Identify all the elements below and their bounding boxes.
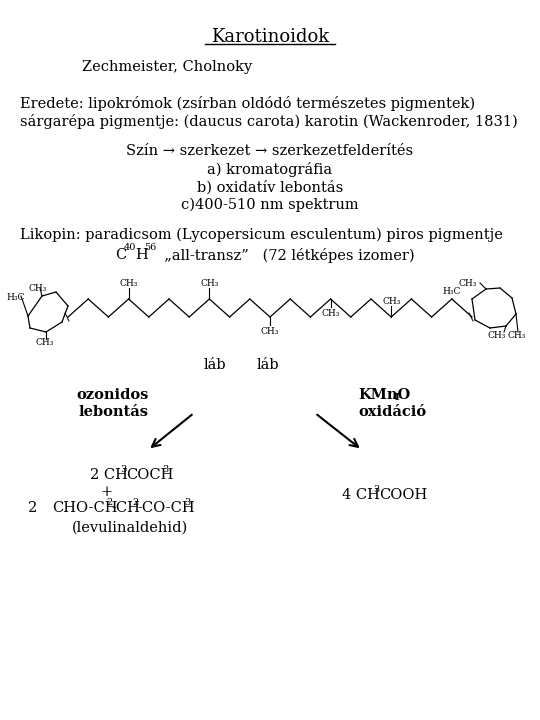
Text: CH₃: CH₃ <box>36 338 54 347</box>
Text: 3: 3 <box>373 485 379 494</box>
Text: ozonidos: ozonidos <box>77 388 149 402</box>
Text: Eredete: lipokrómok (zsírban oldódó természetes pigmentek): Eredete: lipokrómok (zsírban oldódó term… <box>20 96 475 111</box>
Text: CH₃: CH₃ <box>261 327 279 336</box>
Text: 4 CH: 4 CH <box>342 488 380 502</box>
Text: 40: 40 <box>124 243 137 252</box>
Text: CHO-CH: CHO-CH <box>52 501 118 515</box>
Text: H₃C: H₃C <box>7 293 25 302</box>
Text: Karotinoidok: Karotinoidok <box>211 28 329 46</box>
Text: 2: 2 <box>106 498 112 507</box>
Text: láb: láb <box>204 358 226 372</box>
Text: Likopin: paradicsom (Lycopersicum esculentum) piros pigmentje: Likopin: paradicsom (Lycopersicum escule… <box>20 228 503 243</box>
Text: lebontás: lebontás <box>78 405 148 419</box>
Text: -CH: -CH <box>111 501 140 515</box>
Text: (levulinaldehid): (levulinaldehid) <box>72 521 188 535</box>
Text: b) oxidatív lebontás: b) oxidatív lebontás <box>197 180 343 194</box>
Text: -CO-CH: -CO-CH <box>137 501 194 515</box>
Text: Zechmeister, Cholnoky: Zechmeister, Cholnoky <box>82 60 252 74</box>
Text: sárgarépa pigmentje: (daucus carota) karotin (Wackenroder, 1831): sárgarépa pigmentje: (daucus carota) kar… <box>20 114 518 129</box>
Text: CH₃: CH₃ <box>119 279 138 288</box>
Text: c)400-510 nm spektrum: c)400-510 nm spektrum <box>181 198 359 212</box>
Text: CH₃: CH₃ <box>459 279 477 288</box>
Text: CH₃: CH₃ <box>508 331 526 340</box>
Text: „all-transz”   (72 létképes izomer): „all-transz” (72 létképes izomer) <box>155 248 415 263</box>
Text: 3: 3 <box>162 465 168 474</box>
Text: 3: 3 <box>184 498 190 507</box>
Text: 2: 2 <box>28 501 37 515</box>
Text: CH₃: CH₃ <box>321 309 340 318</box>
Text: +: + <box>100 485 112 499</box>
Text: 2: 2 <box>132 498 138 507</box>
Text: H: H <box>135 248 148 262</box>
Text: 4: 4 <box>393 393 400 402</box>
Text: CH₃: CH₃ <box>488 331 506 340</box>
Text: Szín → szerkezet → szerkezetfelderítés: Szín → szerkezet → szerkezetfelderítés <box>126 144 414 158</box>
Text: 3: 3 <box>120 465 126 474</box>
Text: 2 CH: 2 CH <box>90 468 128 482</box>
Text: a) kromatográfia: a) kromatográfia <box>207 162 333 177</box>
Text: CH₃: CH₃ <box>29 284 47 293</box>
Text: C: C <box>115 248 126 262</box>
Text: 56: 56 <box>144 243 156 252</box>
Text: H₃C: H₃C <box>443 287 461 296</box>
Text: oxidáció: oxidáció <box>358 405 426 419</box>
Text: láb: láb <box>256 358 279 372</box>
Text: KMnO: KMnO <box>358 388 410 402</box>
Text: CH₃: CH₃ <box>382 297 400 306</box>
Text: COCH: COCH <box>126 468 173 482</box>
Text: COOH: COOH <box>379 488 427 502</box>
Text: CH₃: CH₃ <box>200 279 219 288</box>
